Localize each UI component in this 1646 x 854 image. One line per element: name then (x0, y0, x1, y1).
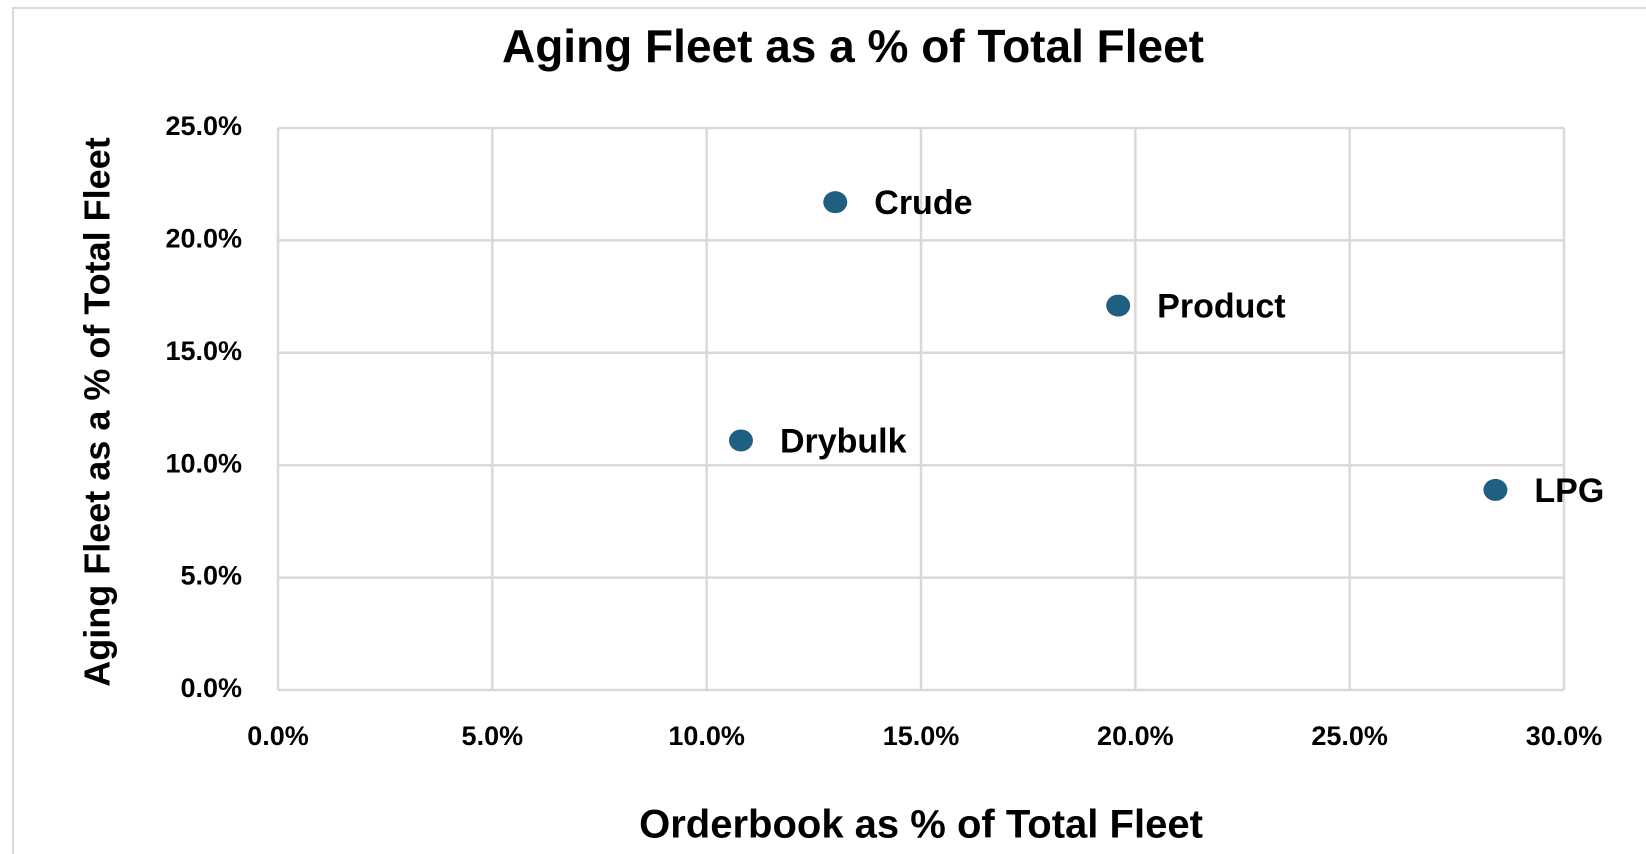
x-tick-label: 15.0% (883, 721, 960, 751)
y-tick-label: 25.0% (165, 111, 242, 141)
x-tick-label: 25.0% (1311, 721, 1388, 751)
y-axis-title: Aging Fleet as a % of Total Fleet (77, 137, 118, 686)
y-tick-label: 5.0% (180, 561, 242, 591)
x-tick-label: 30.0% (1526, 721, 1603, 751)
point (1483, 478, 1508, 501)
point-label: Product (1157, 288, 1285, 326)
chart-frame (12, 7, 1646, 854)
y-tick-label: 20.0% (165, 224, 242, 254)
point-label: Crude (874, 184, 972, 222)
point (728, 429, 753, 452)
x-axis-title: Orderbook as % of Total Fleet (639, 803, 1203, 847)
point (823, 191, 848, 214)
point-label: LPG (1534, 472, 1604, 510)
point-label: Drybulk (780, 422, 907, 460)
x-tick-label: 20.0% (1097, 721, 1174, 751)
x-tick-label: 0.0% (247, 721, 309, 751)
point (1106, 294, 1131, 317)
x-tick-label: 10.0% (668, 721, 745, 751)
y-tick-label: 0.0% (180, 673, 242, 703)
x-tick-label: 5.0% (462, 721, 524, 751)
chart-title: Aging Fleet as a % of Total Fleet (502, 20, 1204, 72)
y-tick-label: 10.0% (165, 448, 242, 478)
y-tick-label: 15.0% (165, 336, 242, 366)
